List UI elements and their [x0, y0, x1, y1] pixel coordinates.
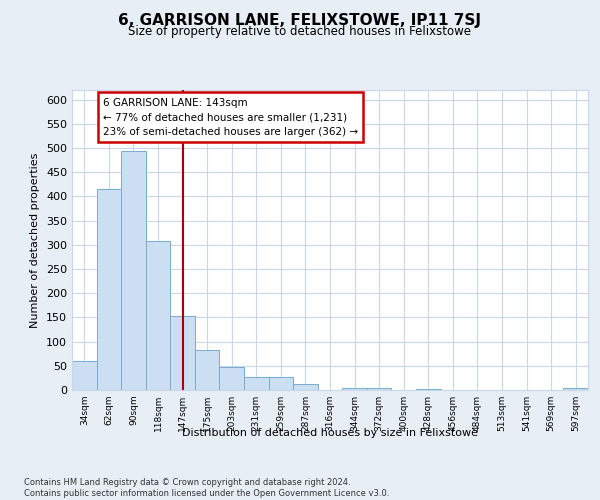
Bar [72, 361, 97, 390]
Bar [146, 241, 170, 390]
Text: Contains HM Land Registry data © Crown copyright and database right 2024.
Contai: Contains HM Land Registry data © Crown c… [24, 478, 389, 498]
Text: 6 GARRISON LANE: 143sqm
← 77% of detached houses are smaller (1,231)
23% of semi: 6 GARRISON LANE: 143sqm ← 77% of detache… [103, 98, 358, 137]
Bar [416, 388, 440, 390]
Bar [269, 377, 293, 390]
Bar [97, 189, 121, 390]
Text: Size of property relative to detached houses in Felixstowe: Size of property relative to detached ho… [128, 25, 472, 38]
Y-axis label: Number of detached properties: Number of detached properties [31, 152, 40, 328]
Bar [367, 388, 391, 390]
Text: 6, GARRISON LANE, FELIXSTOWE, IP11 7SJ: 6, GARRISON LANE, FELIXSTOWE, IP11 7SJ [119, 12, 482, 28]
Bar [342, 388, 367, 390]
Bar [244, 377, 269, 390]
Bar [195, 350, 220, 390]
Text: Distribution of detached houses by size in Felixstowe: Distribution of detached houses by size … [182, 428, 478, 438]
Bar [170, 316, 195, 390]
Bar [121, 152, 146, 390]
Bar [220, 368, 244, 390]
Bar [563, 388, 588, 390]
Bar [293, 384, 318, 390]
